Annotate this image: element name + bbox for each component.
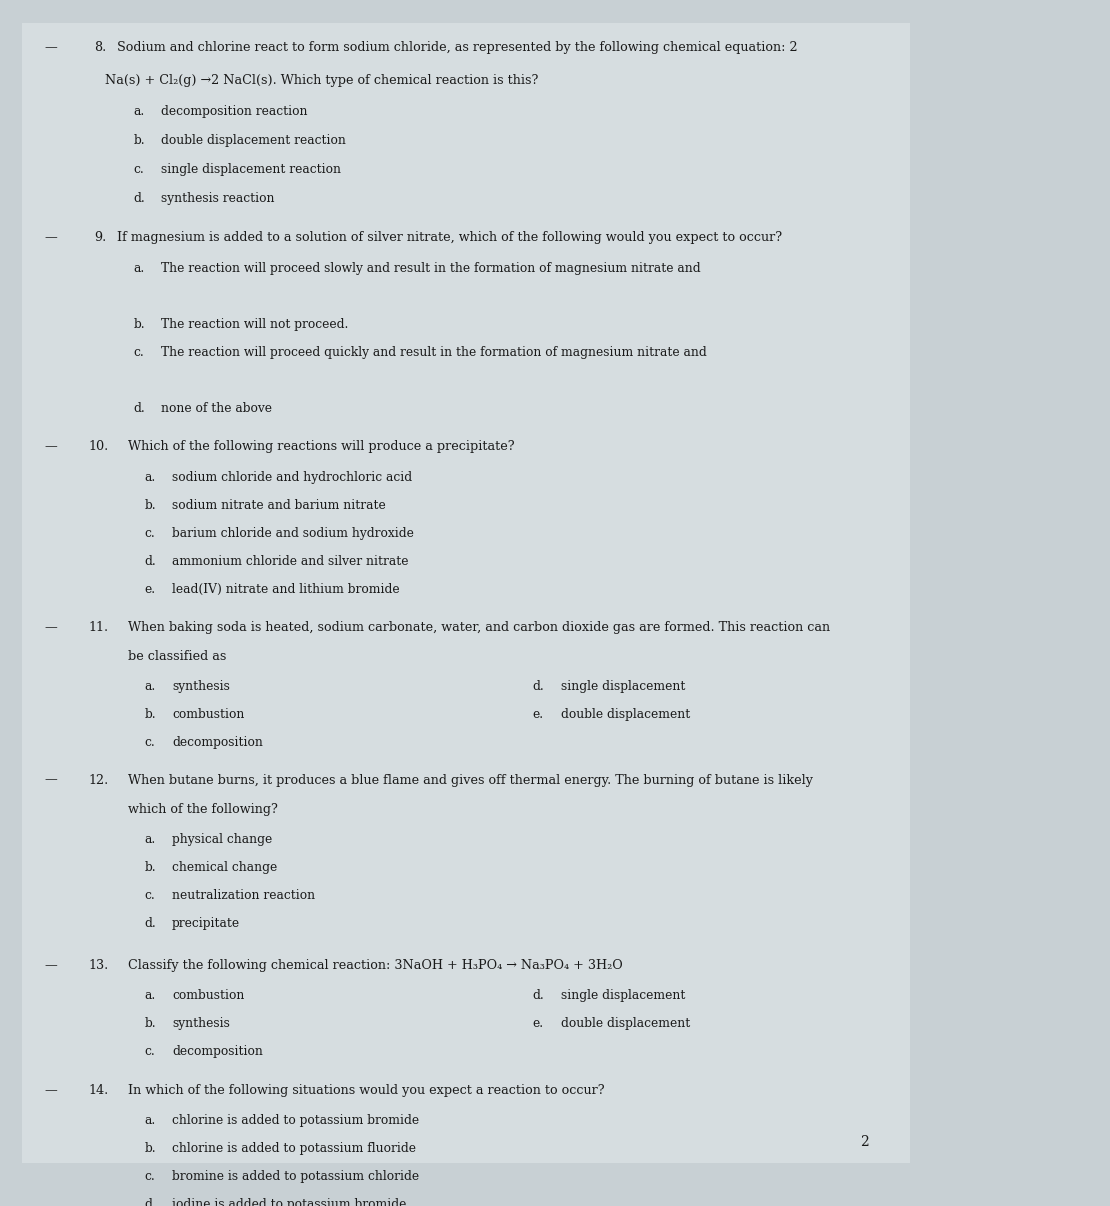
Text: e.: e.	[533, 708, 544, 721]
Text: c.: c.	[144, 889, 155, 902]
FancyBboxPatch shape	[22, 23, 910, 1163]
Text: 13.: 13.	[89, 960, 109, 972]
Text: a.: a.	[144, 989, 155, 1002]
Text: double displacement reaction: double displacement reaction	[161, 134, 346, 147]
Text: d.: d.	[133, 192, 145, 205]
Text: —: —	[44, 773, 57, 786]
Text: a.: a.	[133, 105, 144, 118]
Text: —: —	[44, 960, 57, 972]
Text: be classified as: be classified as	[128, 650, 226, 663]
Text: barium chloride and sodium hydroxide: barium chloride and sodium hydroxide	[172, 527, 414, 540]
Text: chlorine is added to potassium fluoride: chlorine is added to potassium fluoride	[172, 1142, 416, 1155]
Text: 10.: 10.	[89, 440, 109, 452]
Text: d.: d.	[144, 917, 157, 930]
Text: synthesis: synthesis	[172, 680, 230, 692]
Text: physical change: physical change	[172, 833, 272, 845]
Text: If magnesium is added to a solution of silver nitrate, which of the following wo: If magnesium is added to a solution of s…	[117, 230, 781, 244]
Text: d.: d.	[144, 1198, 157, 1206]
Text: decomposition reaction: decomposition reaction	[161, 105, 307, 118]
Text: none of the above: none of the above	[161, 402, 272, 415]
Text: single displacement: single displacement	[561, 680, 685, 692]
Text: b.: b.	[144, 1017, 155, 1030]
Text: e.: e.	[533, 1017, 544, 1030]
Text: iodine is added to potassium bromide: iodine is added to potassium bromide	[172, 1198, 406, 1206]
Text: double displacement: double displacement	[561, 1017, 689, 1030]
Text: The reaction will not proceed.: The reaction will not proceed.	[161, 318, 349, 332]
Text: b.: b.	[144, 708, 155, 721]
Text: b.: b.	[133, 318, 144, 332]
Text: In which of the following situations would you expect a reaction to occur?: In which of the following situations wou…	[128, 1084, 604, 1097]
Text: 14.: 14.	[89, 1084, 109, 1097]
Text: synthesis: synthesis	[172, 1017, 230, 1030]
Text: neutralization reaction: neutralization reaction	[172, 889, 315, 902]
Text: which of the following?: which of the following?	[128, 803, 278, 816]
Text: precipitate: precipitate	[172, 917, 240, 930]
Text: a.: a.	[144, 833, 155, 845]
Text: combustion: combustion	[172, 708, 244, 721]
Text: ammonium chloride and silver nitrate: ammonium chloride and silver nitrate	[172, 555, 408, 568]
Text: decomposition: decomposition	[172, 1044, 263, 1058]
Text: The reaction will proceed slowly and result in the formation of magnesium nitrat: The reaction will proceed slowly and res…	[161, 262, 700, 275]
Text: b.: b.	[144, 861, 155, 873]
Text: d.: d.	[533, 989, 545, 1002]
Text: Which of the following reactions will produce a precipitate?: Which of the following reactions will pr…	[128, 440, 514, 452]
Text: chlorine is added to potassium bromide: chlorine is added to potassium bromide	[172, 1114, 420, 1126]
Text: Na(s) + Cl₂(g) →2 NaCl(s). Which type of chemical reaction is this?: Na(s) + Cl₂(g) →2 NaCl(s). Which type of…	[105, 74, 538, 87]
Text: decomposition: decomposition	[172, 736, 263, 749]
Text: a.: a.	[144, 680, 155, 692]
Text: lead(IV) nitrate and lithium bromide: lead(IV) nitrate and lithium bromide	[172, 582, 400, 596]
Text: When baking soda is heated, sodium carbonate, water, and carbon dioxide gas are : When baking soda is heated, sodium carbo…	[128, 621, 830, 633]
Text: When butane burns, it produces a blue flame and gives off thermal energy. The bu: When butane burns, it produces a blue fl…	[128, 773, 813, 786]
Text: c.: c.	[144, 1170, 155, 1183]
Text: 9.: 9.	[94, 230, 107, 244]
Text: c.: c.	[144, 527, 155, 540]
Text: sodium nitrate and barium nitrate: sodium nitrate and barium nitrate	[172, 499, 386, 511]
Text: d.: d.	[133, 402, 145, 415]
Text: c.: c.	[144, 736, 155, 749]
Text: b.: b.	[133, 134, 144, 147]
Text: —: —	[44, 230, 57, 244]
Text: sodium chloride and hydrochloric acid: sodium chloride and hydrochloric acid	[172, 472, 412, 484]
Text: Sodium and chlorine react to form sodium chloride, as represented by the followi: Sodium and chlorine react to form sodium…	[117, 41, 797, 54]
Text: —: —	[44, 440, 57, 452]
Text: b.: b.	[144, 499, 155, 511]
Text: a.: a.	[144, 472, 155, 484]
Text: c.: c.	[133, 163, 144, 176]
Text: The reaction will proceed quickly and result in the formation of magnesium nitra: The reaction will proceed quickly and re…	[161, 346, 707, 359]
Text: single displacement reaction: single displacement reaction	[161, 163, 341, 176]
Text: single displacement: single displacement	[561, 989, 685, 1002]
Text: d.: d.	[533, 680, 545, 692]
Text: Classify the following chemical reaction: 3NaOH + H₃PO₄ → Na₃PO₄ + 3H₂O: Classify the following chemical reaction…	[128, 960, 623, 972]
Text: a.: a.	[133, 262, 144, 275]
Text: 12.: 12.	[89, 773, 109, 786]
Text: b.: b.	[144, 1142, 155, 1155]
Text: —: —	[44, 1084, 57, 1097]
Text: 2: 2	[860, 1135, 869, 1149]
Text: c.: c.	[133, 346, 144, 359]
Text: —: —	[44, 41, 57, 54]
Text: 11.: 11.	[89, 621, 109, 633]
Text: 8.: 8.	[94, 41, 107, 54]
Text: d.: d.	[144, 555, 157, 568]
Text: synthesis reaction: synthesis reaction	[161, 192, 274, 205]
Text: chemical change: chemical change	[172, 861, 278, 873]
Text: bromine is added to potassium chloride: bromine is added to potassium chloride	[172, 1170, 420, 1183]
Text: double displacement: double displacement	[561, 708, 689, 721]
Text: combustion: combustion	[172, 989, 244, 1002]
Text: a.: a.	[144, 1114, 155, 1126]
Text: e.: e.	[144, 582, 155, 596]
Text: —: —	[44, 621, 57, 633]
Text: c.: c.	[144, 1044, 155, 1058]
